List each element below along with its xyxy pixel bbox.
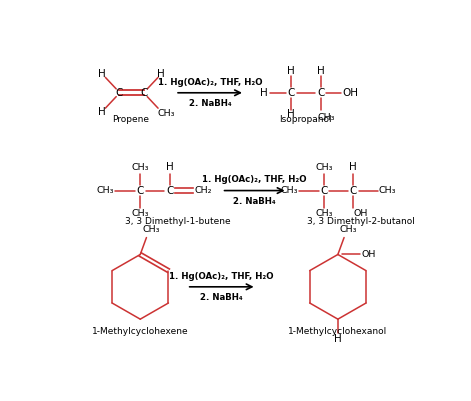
Text: C: C (140, 88, 148, 98)
Text: OH: OH (354, 209, 368, 218)
Text: Isopropanol: Isopropanol (279, 115, 332, 124)
Text: 2. NaBH₄: 2. NaBH₄ (200, 293, 243, 302)
Text: H: H (317, 66, 325, 76)
Text: CH₃: CH₃ (315, 209, 333, 218)
Text: OH: OH (342, 88, 358, 98)
Text: C: C (317, 88, 325, 98)
Text: H: H (166, 162, 174, 172)
Text: CH₃: CH₃ (315, 163, 333, 172)
Text: CH₃: CH₃ (317, 113, 335, 122)
Text: OH: OH (362, 250, 376, 259)
Text: 3, 3 Dimethyl-2-butanol: 3, 3 Dimethyl-2-butanol (307, 217, 415, 226)
Text: H: H (157, 69, 165, 79)
Text: H: H (98, 69, 106, 79)
Text: C: C (320, 186, 328, 196)
Text: H: H (98, 107, 106, 117)
Text: 1-Methylcyclohexene: 1-Methylcyclohexene (92, 327, 188, 336)
Text: H: H (260, 88, 268, 98)
Text: H: H (287, 66, 295, 76)
Text: H: H (334, 334, 342, 344)
Text: H: H (349, 162, 357, 172)
Text: C: C (166, 186, 173, 196)
Text: 1. Hg(OAc)₂, THF, H₂O: 1. Hg(OAc)₂, THF, H₂O (158, 78, 262, 87)
Text: Propene: Propene (113, 115, 149, 124)
Text: CH₃: CH₃ (157, 109, 175, 118)
Text: C: C (288, 88, 295, 98)
Text: 2. NaBH₄: 2. NaBH₄ (233, 197, 276, 206)
Text: C: C (349, 186, 357, 196)
Text: CH₃: CH₃ (131, 163, 149, 172)
Text: C: C (137, 186, 144, 196)
Text: 1. Hg(OAc)₂, THF, H₂O: 1. Hg(OAc)₂, THF, H₂O (170, 271, 274, 281)
Text: CH₃: CH₃ (379, 186, 396, 195)
Text: 2. NaBH₄: 2. NaBH₄ (189, 99, 231, 108)
Text: CH₃: CH₃ (142, 225, 160, 234)
Text: C: C (116, 88, 123, 98)
Text: CH₂: CH₂ (194, 186, 212, 195)
Text: CH₃: CH₃ (340, 225, 357, 234)
Text: 1. Hg(OAc)₂, THF, H₂O: 1. Hg(OAc)₂, THF, H₂O (203, 175, 307, 184)
Text: CH₃: CH₃ (97, 186, 114, 195)
Text: 1-Methylcyclohexanol: 1-Methylcyclohexanol (288, 327, 388, 336)
Text: 3, 3 Dimethyl-1-butene: 3, 3 Dimethyl-1-butene (125, 217, 230, 226)
Text: CH₃: CH₃ (131, 209, 149, 218)
Text: CH₃: CH₃ (280, 186, 298, 195)
Text: H: H (287, 109, 295, 119)
